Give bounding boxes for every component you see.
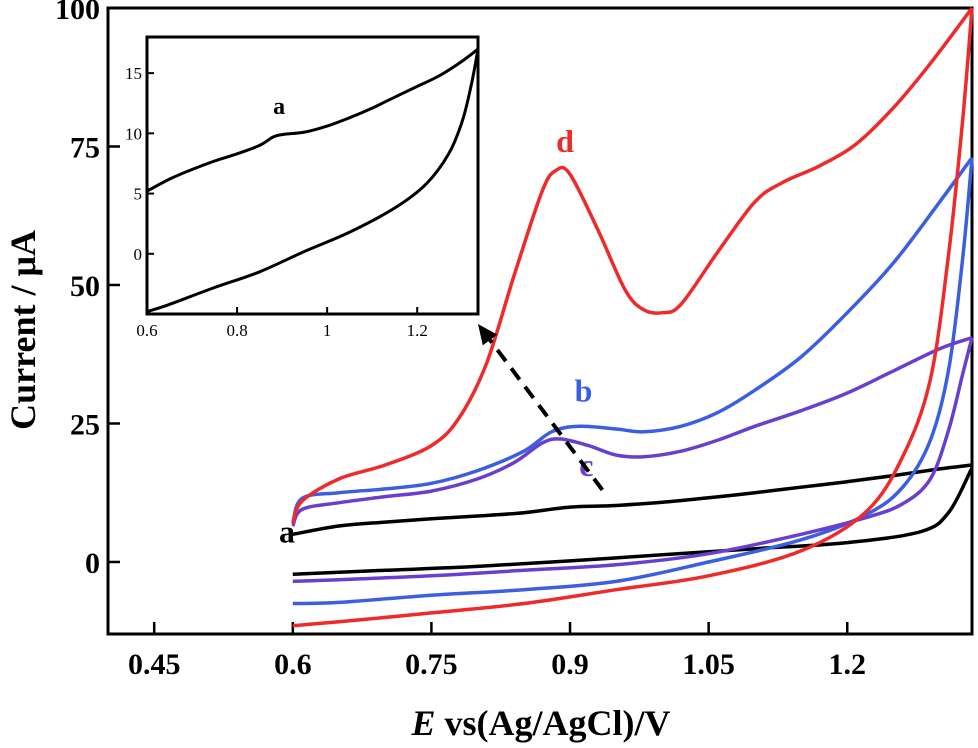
series-layer — [291, 6, 974, 628]
series-label-d: d — [556, 123, 574, 159]
y-axis-title: Current / μA — [3, 230, 43, 430]
y-tick-label: 25 — [70, 408, 100, 441]
x-tick-label: 0.6 — [274, 648, 312, 681]
y-tick-label: 0 — [85, 547, 100, 580]
x-tick-label: 0.45 — [128, 648, 181, 681]
x-axis-title-italic: E — [411, 703, 436, 743]
series-label-layer: a b c d — [279, 123, 594, 550]
plot-frame — [106, 6, 974, 636]
inset-arrow — [478, 324, 604, 492]
inset-x-tick-label: 1 — [323, 321, 332, 340]
inset-x-tick-label: 0.8 — [226, 321, 247, 340]
x-axis-title-rest: vs(Ag/AgCl)/V — [436, 703, 671, 743]
y-tick-label: 100 — [55, 0, 100, 26]
x-tick-label: 1.2 — [829, 648, 867, 681]
inset-series-label-a: a — [273, 94, 285, 120]
x-axis-title: E vs(Ag/AgCl)/V — [411, 703, 671, 743]
series-label-b: b — [575, 372, 593, 408]
inset-series-a-reverse-scan — [146, 48, 480, 314]
series-a-reverse-scan — [292, 466, 974, 576]
inset-frame — [145, 35, 480, 316]
inset-x-tick-label: 1.2 — [407, 321, 428, 340]
series-label-a: a — [279, 514, 295, 550]
y-tick-label: 75 — [70, 131, 100, 164]
series-label-c: c — [579, 447, 593, 483]
inset-y-tick-label: 15 — [125, 64, 142, 83]
inset-y-tick-label: 0 — [134, 245, 143, 264]
series-d-forward-scan — [291, 6, 974, 524]
series-a-forward-scan — [292, 463, 973, 537]
series-d-reverse-scan — [292, 7, 974, 628]
inset-plot: 0.6 0.8 1 1.2 0 5 10 15 a — [125, 35, 480, 340]
inset-series-a-forward-scan — [146, 47, 479, 193]
arrow-head — [478, 324, 498, 346]
x-tick-label: 0.9 — [551, 648, 589, 681]
x-tick-label: 1.05 — [682, 648, 735, 681]
inset-y-tick-label: 5 — [134, 185, 143, 204]
series-b-forward-scan — [291, 156, 974, 524]
series-b-reverse-scan — [292, 157, 974, 606]
series-c-reverse-scan — [292, 337, 974, 584]
inset-x-tick-label: 0.6 — [136, 321, 157, 340]
series-c-forward-scan — [291, 335, 973, 527]
x-tick-label: 0.75 — [405, 648, 458, 681]
y-tick-label: 50 — [70, 270, 100, 303]
arrow-dashed-line — [488, 338, 604, 492]
inset-y-tick-label: 10 — [125, 124, 142, 143]
